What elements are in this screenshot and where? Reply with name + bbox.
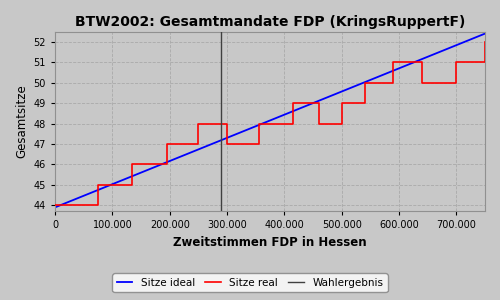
Sitze real xyxy=(290,122,296,125)
Sitze real xyxy=(196,142,202,146)
Sitze real xyxy=(338,122,344,125)
Sitze real xyxy=(164,142,170,146)
Line: Sitze real: Sitze real xyxy=(55,42,485,205)
Sitze real xyxy=(316,101,322,105)
Sitze real xyxy=(95,183,101,187)
Sitze real xyxy=(164,163,170,166)
Sitze real xyxy=(390,81,396,85)
Sitze real xyxy=(362,81,368,85)
Sitze real xyxy=(224,142,230,146)
Sitze real xyxy=(256,122,262,125)
Sitze real xyxy=(316,122,322,125)
Legend: Sitze ideal, Sitze real, Wahlergebnis: Sitze ideal, Sitze real, Wahlergebnis xyxy=(112,274,388,292)
Sitze real xyxy=(52,203,58,207)
Sitze real xyxy=(454,81,460,85)
Sitze real xyxy=(482,40,488,44)
Sitze real xyxy=(130,183,136,187)
Sitze real xyxy=(419,81,425,85)
Sitze real xyxy=(130,163,136,166)
X-axis label: Zweitstimmen FDP in Hessen: Zweitstimmen FDP in Hessen xyxy=(173,236,367,249)
Sitze real xyxy=(338,101,344,105)
Sitze real xyxy=(256,142,262,146)
Sitze real xyxy=(224,122,230,125)
Sitze real xyxy=(454,60,460,64)
Sitze real xyxy=(482,60,488,64)
Sitze real xyxy=(95,203,101,207)
Y-axis label: Gesamtsitze: Gesamtsitze xyxy=(15,85,28,158)
Sitze real xyxy=(362,101,368,105)
Sitze real xyxy=(196,122,202,125)
Sitze real xyxy=(390,60,396,64)
Sitze real xyxy=(290,101,296,105)
Sitze real xyxy=(419,60,425,64)
Title: BTW2002: Gesamtmandate FDP (KringsRuppertF): BTW2002: Gesamtmandate FDP (KringsRupper… xyxy=(75,15,465,29)
